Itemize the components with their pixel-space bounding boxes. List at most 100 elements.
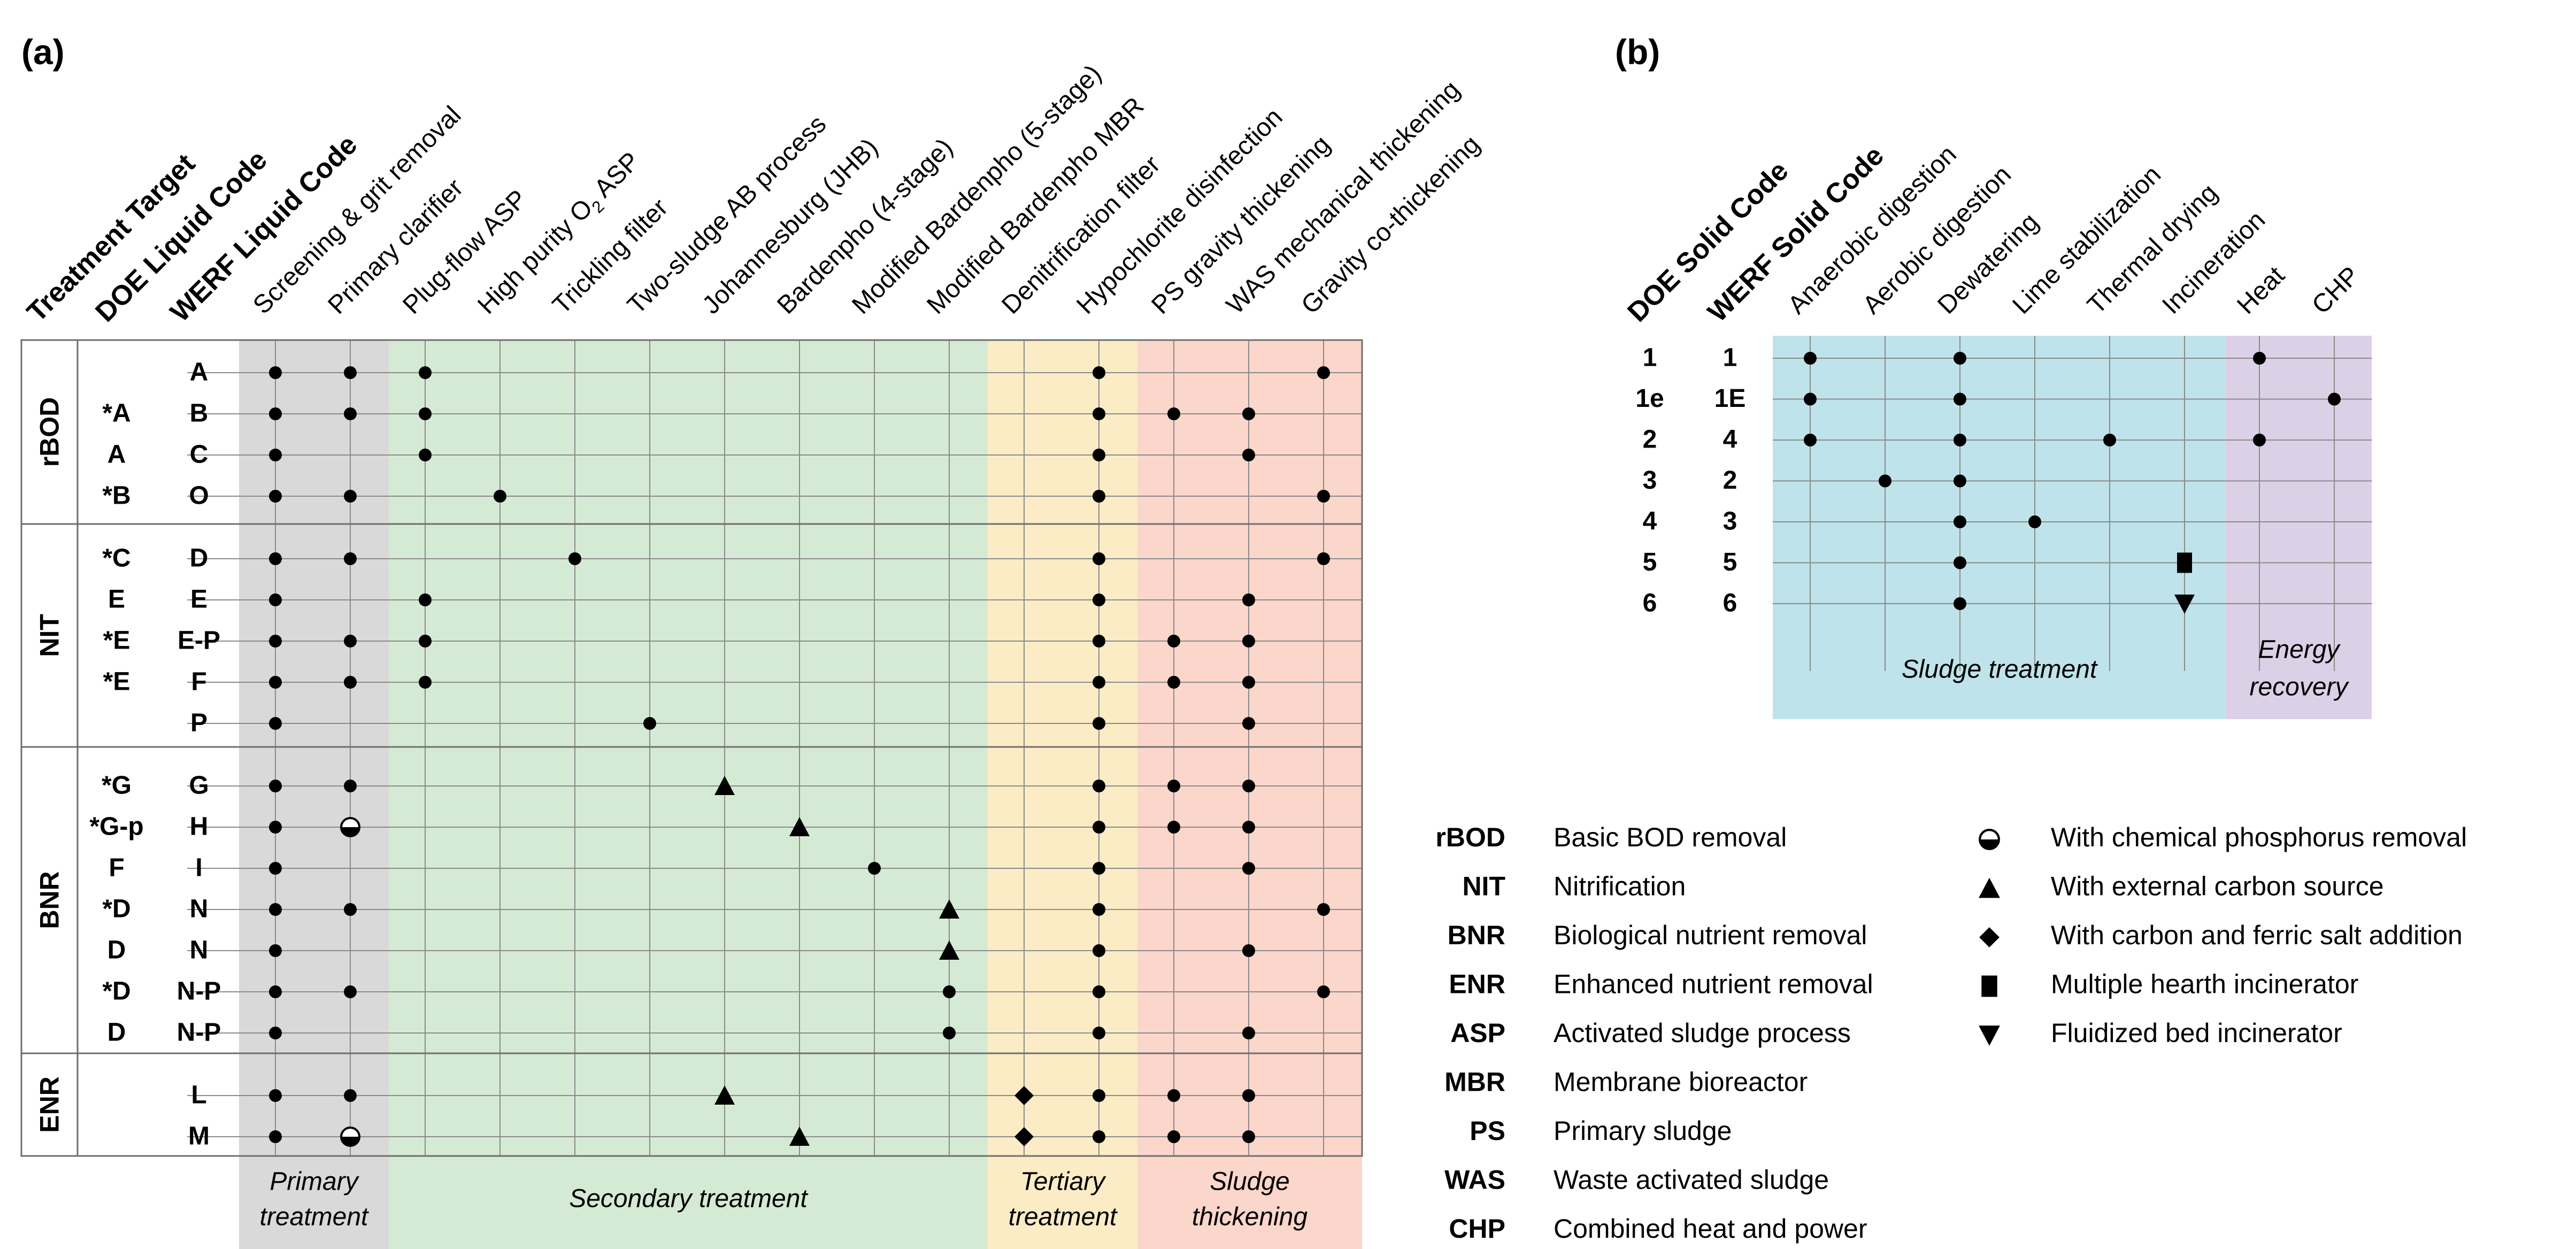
werf-liquid-code: A (190, 358, 209, 387)
dot-marker (344, 490, 357, 503)
diamond-marker (1014, 1127, 1034, 1146)
legend-abbreviation: CHP (1449, 1214, 1505, 1244)
legend-abbreviation: rBOD (1435, 822, 1505, 852)
dot-marker (943, 985, 956, 998)
legend: rBOD Basic BOD removal NIT Nitrification BNR… (1435, 822, 2467, 1244)
dot-marker (269, 552, 282, 565)
dot-marker (344, 552, 357, 565)
legend-abbreviation: WAS (1444, 1165, 1505, 1195)
dot-marker (2253, 352, 2266, 365)
diamond-marker (1014, 1086, 1034, 1105)
panel-a-label: (a) (21, 32, 65, 72)
dot-marker (1242, 676, 1255, 689)
square-marker (1981, 975, 1997, 997)
doe-liquid-code: *B (102, 482, 130, 510)
group-label-rbod: rBOD (35, 397, 65, 467)
panel-b-markers (1804, 352, 2341, 614)
stage-band-label: treatment (260, 1203, 369, 1231)
dot-marker (1093, 1089, 1105, 1102)
triangle-marker (1979, 877, 2000, 898)
dot-marker (269, 635, 282, 647)
triangle-marker (789, 1127, 810, 1146)
werf-liquid-code: P (190, 709, 207, 737)
triangle-marker (789, 817, 810, 836)
dot-marker (344, 676, 357, 689)
dot-marker (1093, 903, 1105, 916)
dot-marker (1093, 717, 1105, 730)
werf-solid-code: 4 (1723, 426, 1737, 454)
doe-liquid-code: E (108, 585, 125, 614)
stage-band-label: treatment (1009, 1203, 1118, 1231)
dot-marker (1093, 490, 1105, 503)
dot-marker (1242, 1130, 1255, 1143)
dot-marker (1242, 717, 1255, 730)
legend-abbreviation-description: Nitrification (1554, 872, 1686, 901)
werf-solid-code: 1 (1723, 344, 1737, 372)
doe-liquid-code: *A (102, 399, 130, 428)
dot-marker (269, 780, 282, 792)
doe-liquid-code: *G (102, 772, 132, 800)
legend-abbreviation-description: Membrane bioreactor (1554, 1067, 1808, 1097)
dot-marker (1804, 434, 1817, 446)
legend-symbol-description: With chemical phosphorus removal (2051, 822, 2467, 852)
dot-marker (269, 366, 282, 379)
legend-abbreviation-description: Enhanced nutrient removal (1554, 969, 1873, 999)
dot-marker (269, 490, 282, 503)
dot-marker (1242, 862, 1255, 875)
stage-band-label: Primary (270, 1168, 359, 1196)
dot-marker (868, 862, 881, 875)
dot-marker (1093, 593, 1105, 606)
dot-marker (1242, 1089, 1255, 1102)
dot-marker (1093, 780, 1105, 792)
dot-marker (1167, 407, 1180, 420)
dot-marker (269, 1089, 282, 1102)
dot-marker (1954, 597, 1966, 610)
panel-a-stage-bands (239, 340, 1362, 1249)
legend-abbreviation-description: Primary sludge (1554, 1116, 1732, 1146)
dot-marker (1093, 985, 1105, 998)
dot-marker (269, 676, 282, 689)
group-label-enr: ENR (35, 1076, 65, 1133)
group-label-bnr: BNR (35, 871, 65, 929)
dot-marker (1242, 593, 1255, 606)
werf-solid-code: 2 (1723, 466, 1737, 495)
doe-solid-code: 1e (1635, 384, 1664, 413)
dot-marker (1167, 676, 1180, 689)
dot-marker (1954, 515, 1966, 528)
dot-marker (1317, 490, 1330, 503)
stage-band-label: Tertiary (1020, 1168, 1106, 1196)
dot-marker (1093, 862, 1105, 875)
dot-marker (344, 407, 357, 420)
half-circle-fill (341, 827, 359, 836)
werf-solid-code: 3 (1723, 507, 1737, 536)
dot-marker (2253, 434, 2266, 446)
dot-marker (1954, 352, 1966, 365)
dot-marker (1804, 392, 1817, 406)
werf-liquid-code: B (190, 399, 209, 428)
panel-b-grid (1773, 336, 2372, 671)
dot-marker (1317, 903, 1330, 916)
werf-liquid-code: O (189, 482, 209, 510)
dot-marker (1093, 407, 1105, 420)
legend-symbol-description: With carbon and ferric salt addition (2051, 920, 2463, 950)
doe-solid-code: 4 (1643, 507, 1657, 536)
dot-marker (269, 903, 282, 916)
dot-marker (1167, 635, 1180, 647)
werf-liquid-code: C (190, 441, 209, 469)
dot-marker (1879, 474, 1891, 488)
legend-abbreviation-description: Activated sludge process (1554, 1018, 1851, 1048)
legend-abbreviation: MBR (1444, 1067, 1505, 1097)
process-column-header: Primary clarifier (322, 174, 468, 320)
dot-marker (2028, 515, 2041, 528)
dot-marker (419, 676, 432, 689)
werf-liquid-code: D (190, 544, 209, 573)
dot-marker (2103, 434, 2116, 446)
legend-abbreviation-description: Basic BOD removal (1554, 822, 1787, 852)
dot-marker (269, 985, 282, 998)
panel-b-label: (b) (1615, 32, 1660, 72)
dot-marker (269, 1027, 282, 1039)
werf-liquid-code: N (190, 895, 209, 923)
doe-liquid-code: D (107, 1019, 126, 1047)
dot-marker (2328, 392, 2341, 406)
